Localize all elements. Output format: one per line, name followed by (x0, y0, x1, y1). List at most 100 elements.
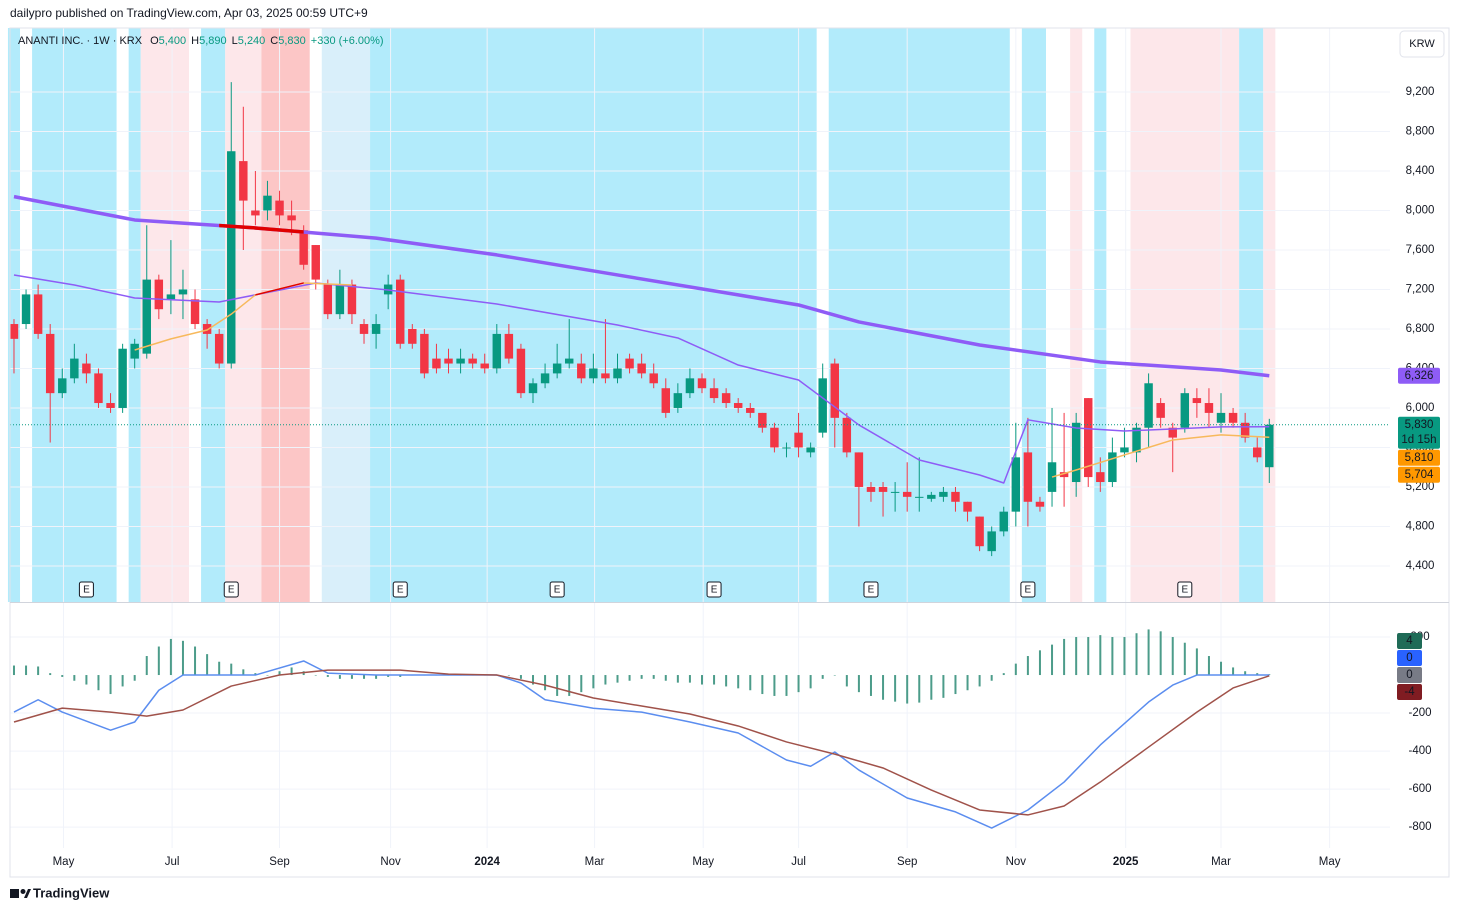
change: +330 (+6.00%) (311, 35, 384, 47)
histogram-bar (1123, 637, 1126, 676)
currency-button[interactable] (1399, 30, 1445, 58)
candle-body (311, 245, 320, 280)
histogram-bar (749, 675, 752, 691)
histogram-bar (1232, 667, 1235, 676)
candle-body (1084, 398, 1093, 478)
histogram-bar (1099, 635, 1102, 676)
candle-body (842, 417, 852, 453)
candle-body (721, 393, 731, 404)
candle-body (854, 452, 864, 487)
ohlc-key: O (150, 35, 159, 47)
candle-body (758, 412, 767, 428)
candle-body (601, 373, 610, 379)
candle-body (987, 531, 996, 552)
candle-body (516, 348, 526, 394)
signal-band (1021, 28, 1046, 602)
indicator-badge (1397, 650, 1422, 667)
earnings-label: E (554, 585, 561, 596)
candle-body (58, 378, 67, 394)
signal-band (1130, 28, 1240, 602)
ohlc-key: H (191, 35, 199, 47)
x-tick-label: Jul (165, 856, 180, 868)
earnings-marker (1177, 581, 1193, 598)
signal-band (828, 28, 1010, 602)
candle-body (1047, 462, 1057, 492)
histogram-bar (821, 675, 824, 679)
candle-body (1216, 412, 1226, 423)
histogram-bar (350, 675, 353, 679)
histogram-bar (290, 667, 293, 676)
histogram-bar (314, 675, 317, 676)
frame (9, 27, 1450, 878)
y-tick-label: 8,000 (1406, 205, 1435, 217)
histogram-bar (12, 665, 15, 676)
histogram-bar (761, 675, 764, 695)
currency-label[interactable]: KRW (1409, 38, 1435, 50)
histogram-bar (1147, 629, 1150, 676)
histogram-bar (218, 661, 221, 676)
candle-body (1168, 427, 1177, 438)
candle-body (697, 378, 707, 389)
ohlc-value: 5,240 (238, 35, 266, 47)
candle-body (323, 284, 333, 315)
candle-body (504, 333, 514, 359)
indicator-line (13, 660, 1270, 829)
histogram-bar (49, 673, 52, 676)
candle-body (94, 373, 103, 404)
candle-body (1180, 393, 1190, 428)
histogram-bar (1135, 633, 1138, 676)
histogram-bar (568, 675, 571, 696)
histogram-bar (1051, 644, 1054, 676)
indicator-badge-label: 0 (1406, 652, 1412, 664)
signal-band (370, 28, 817, 602)
candle-body (685, 378, 695, 394)
signal-band (321, 28, 371, 602)
histogram-bar (1183, 642, 1186, 676)
candle-body (1035, 501, 1045, 507)
histogram-bar (1087, 637, 1090, 676)
earnings-label: E (711, 585, 718, 596)
histogram-bar (61, 675, 64, 677)
candle-body (106, 403, 115, 408)
signal-band (1094, 28, 1107, 602)
histogram-bar (1026, 656, 1029, 676)
overlay-layer: 4,4004,8005,2005,6006,0006,4006,8007,200… (53, 86, 1440, 868)
candle-body (1156, 403, 1165, 418)
histogram-bar (519, 675, 522, 679)
candle-body (142, 279, 151, 354)
price-badge (1398, 449, 1440, 466)
candle-body (444, 358, 453, 364)
x-tick-label: Mar (1211, 856, 1231, 868)
candle-body (1132, 427, 1141, 453)
x-tick-label: Sep (269, 856, 289, 868)
candle-body (480, 363, 489, 369)
histogram-bar (254, 673, 257, 676)
histogram-bar (966, 675, 969, 691)
signal-band (128, 28, 141, 602)
histogram-bar (725, 675, 728, 687)
candle-body (564, 358, 574, 364)
histogram-bar (85, 675, 88, 685)
candle-body (625, 358, 634, 369)
y-tick-label: 6,800 (1406, 323, 1435, 335)
candle-body (154, 279, 164, 310)
histogram-bar (797, 675, 800, 693)
histogram-bar (857, 675, 860, 693)
histogram-bar (894, 675, 897, 702)
candle-body (794, 432, 803, 448)
histogram-bar (580, 675, 583, 693)
candle-body (420, 333, 429, 374)
candle-body (915, 496, 924, 498)
symbol: ANANTI INC. · 1W · KRX (18, 35, 143, 47)
countdown-label: 1d 15h (1401, 434, 1436, 446)
signal-band (1070, 28, 1083, 602)
signal-band (1239, 28, 1264, 602)
candle-body (902, 491, 912, 497)
candle-body (456, 358, 465, 364)
histogram-bar (25, 665, 28, 676)
candle-body (214, 333, 224, 364)
candle-body (359, 324, 369, 334)
candle-body (673, 393, 683, 408)
candle-body (577, 363, 586, 379)
